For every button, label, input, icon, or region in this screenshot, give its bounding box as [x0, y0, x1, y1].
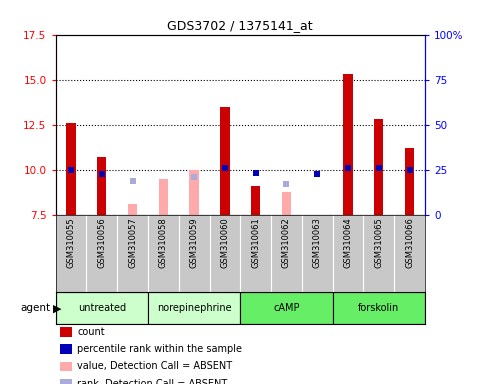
- Bar: [282, 192, 291, 215]
- Bar: [374, 119, 384, 215]
- Bar: [343, 74, 353, 215]
- Text: GSM310063: GSM310063: [313, 217, 322, 268]
- Text: GSM310057: GSM310057: [128, 217, 137, 268]
- Text: GSM310066: GSM310066: [405, 217, 414, 268]
- Text: cAMP: cAMP: [273, 303, 300, 313]
- Bar: [405, 148, 414, 215]
- Bar: [97, 157, 106, 215]
- Text: norepinephrine: norepinephrine: [157, 303, 231, 313]
- Bar: [189, 170, 199, 215]
- Text: GSM310056: GSM310056: [97, 217, 106, 268]
- Bar: [220, 107, 229, 215]
- Text: value, Detection Call = ABSENT: value, Detection Call = ABSENT: [77, 361, 232, 371]
- Text: GSM310065: GSM310065: [374, 217, 384, 268]
- Bar: [251, 186, 260, 215]
- Bar: [240, 292, 333, 324]
- Text: agent: agent: [21, 303, 51, 313]
- Text: GSM310059: GSM310059: [190, 217, 199, 268]
- Bar: [56, 292, 148, 324]
- Text: GSM310061: GSM310061: [251, 217, 260, 268]
- Text: GSM310058: GSM310058: [159, 217, 168, 268]
- Bar: [66, 123, 75, 215]
- Bar: [159, 179, 168, 215]
- Text: GSM310055: GSM310055: [67, 217, 75, 268]
- Text: GSM310064: GSM310064: [343, 217, 353, 268]
- Bar: [333, 292, 425, 324]
- Text: ▶: ▶: [53, 303, 62, 313]
- Title: GDS3702 / 1375141_at: GDS3702 / 1375141_at: [168, 19, 313, 32]
- Text: rank, Detection Call = ABSENT: rank, Detection Call = ABSENT: [77, 379, 227, 384]
- Text: GSM310060: GSM310060: [220, 217, 229, 268]
- Text: percentile rank within the sample: percentile rank within the sample: [77, 344, 242, 354]
- Bar: [128, 204, 137, 215]
- Text: count: count: [77, 327, 105, 337]
- Text: forskolin: forskolin: [358, 303, 399, 313]
- Text: GSM310062: GSM310062: [282, 217, 291, 268]
- Text: untreated: untreated: [78, 303, 126, 313]
- Bar: [148, 292, 241, 324]
